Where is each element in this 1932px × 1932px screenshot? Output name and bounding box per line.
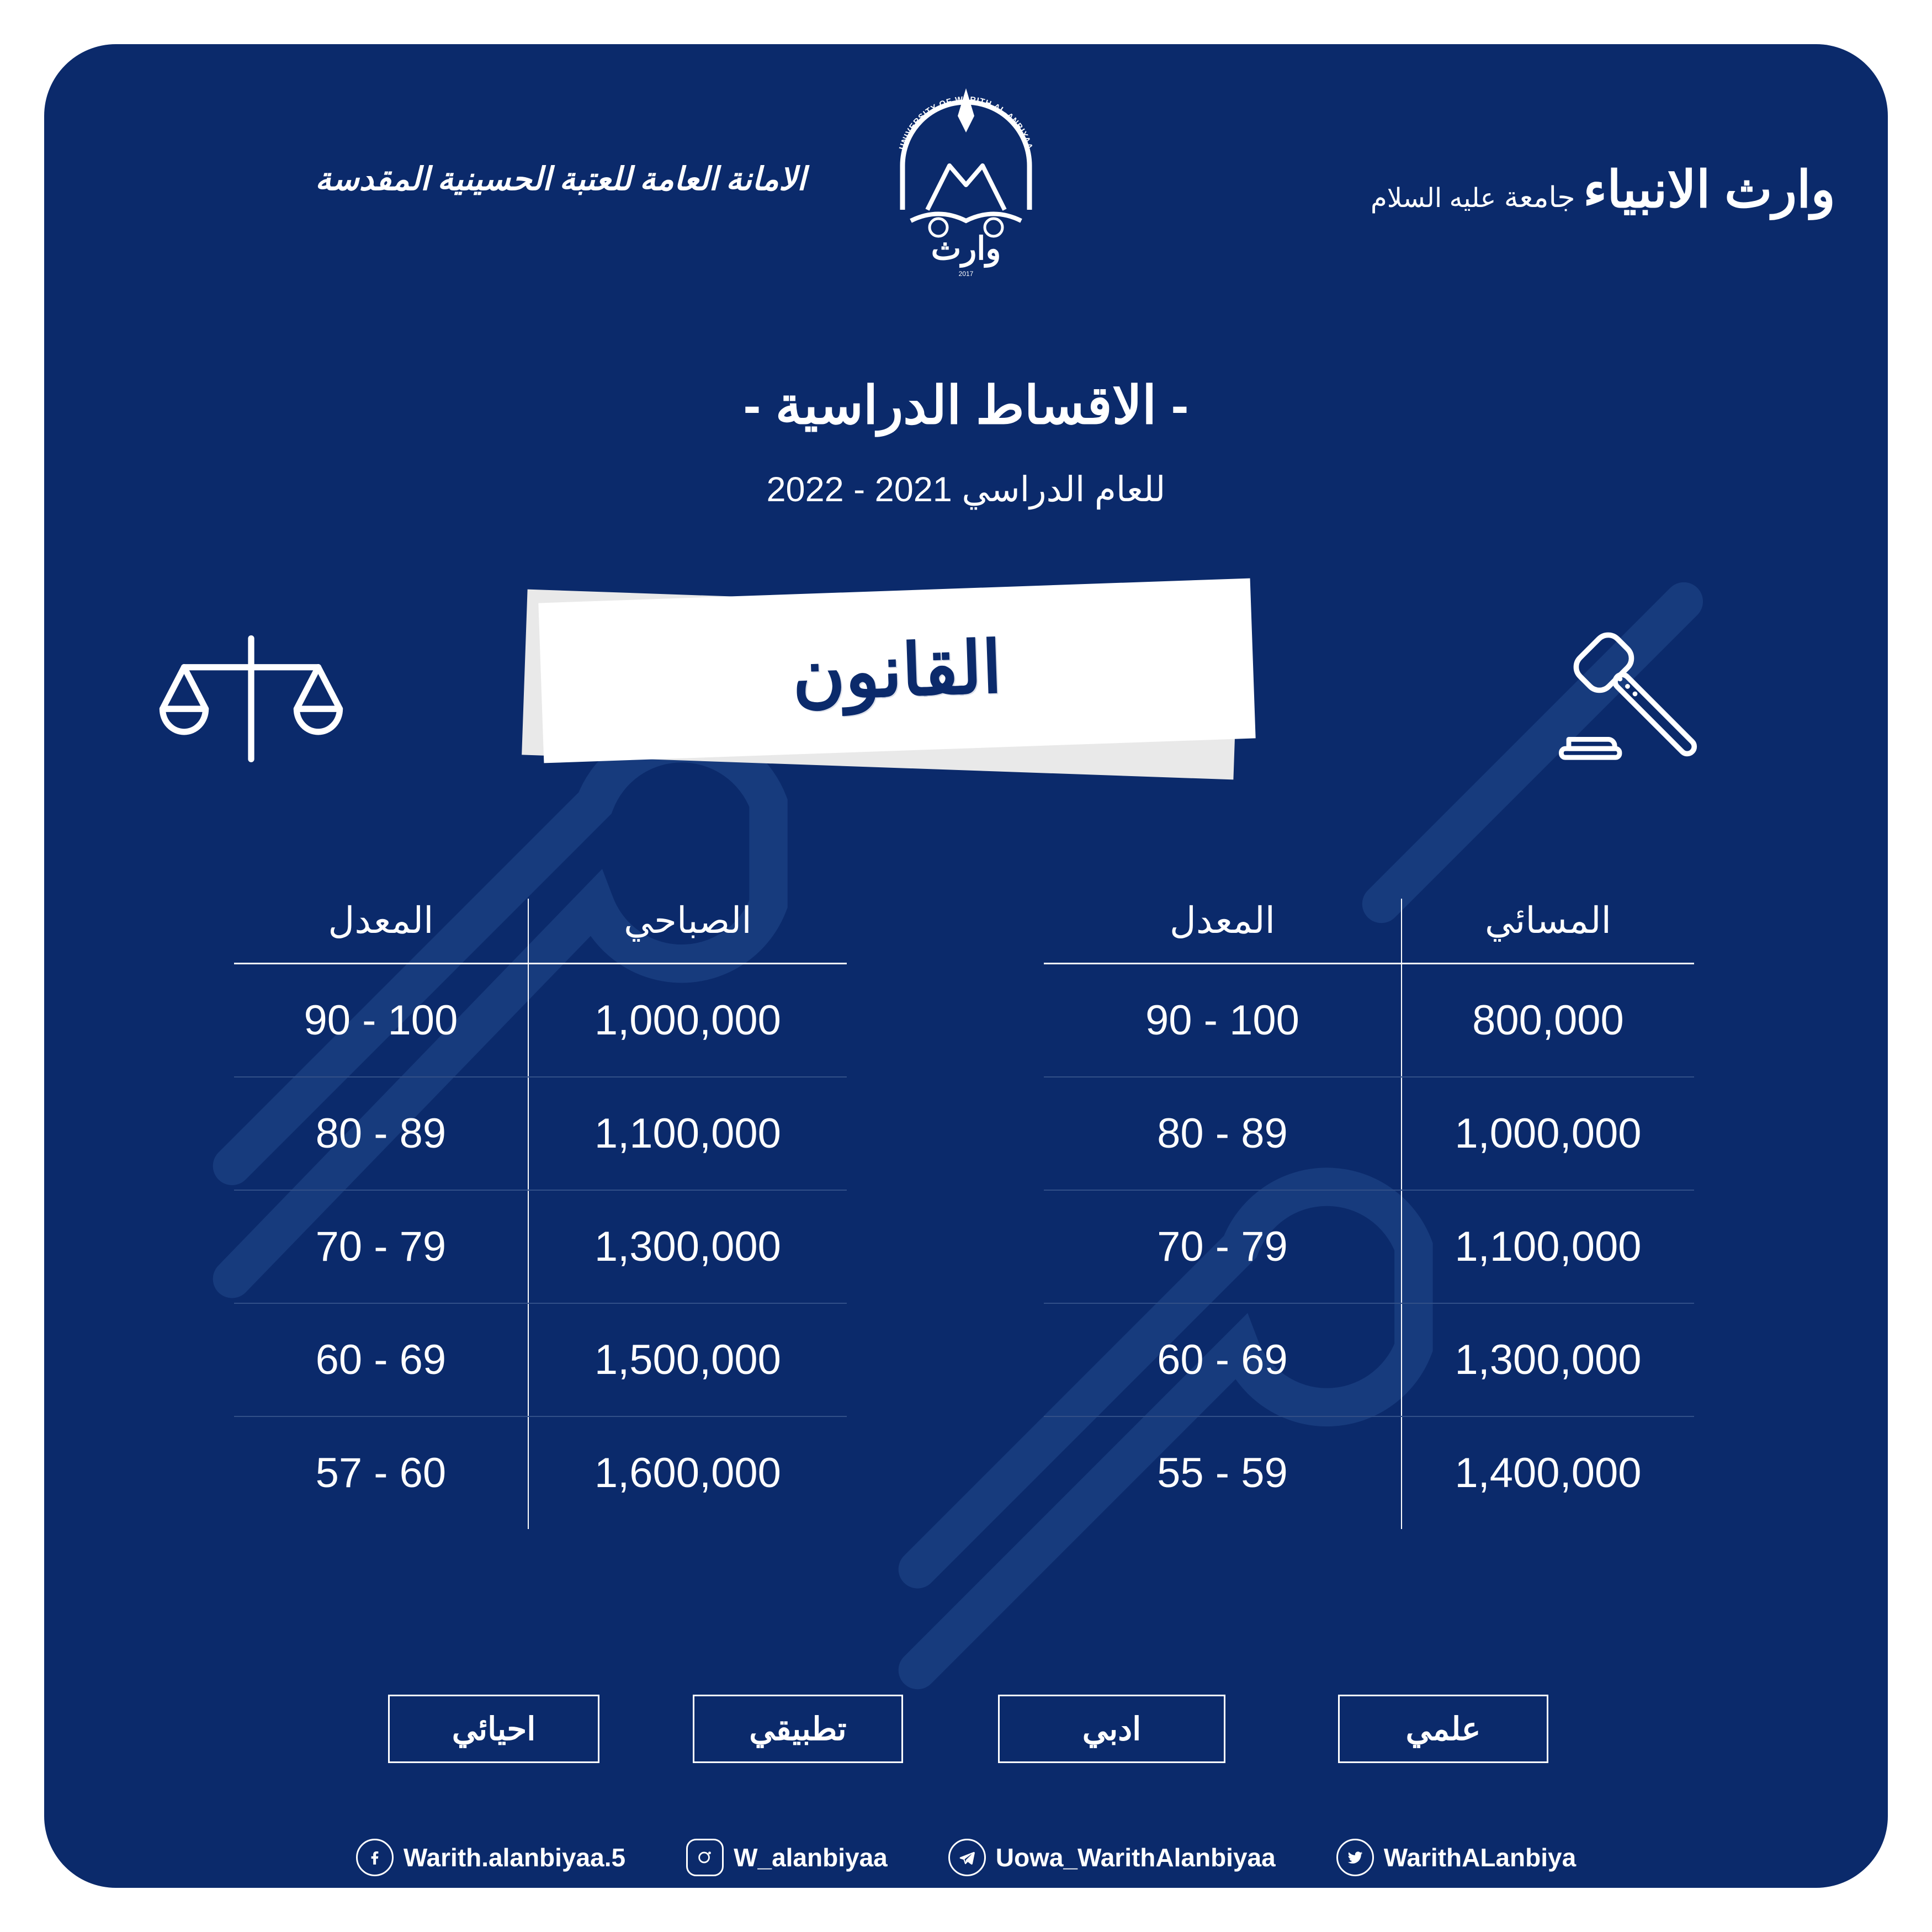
svg-text:وارث: وارث <box>931 231 1001 268</box>
svg-text:2017: 2017 <box>959 270 974 278</box>
